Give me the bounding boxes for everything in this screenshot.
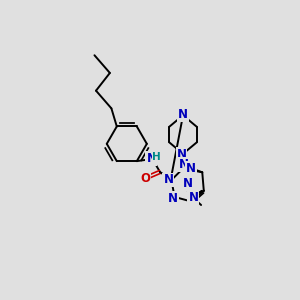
Text: N: N (146, 152, 156, 165)
Text: N: N (188, 191, 198, 204)
Text: N: N (168, 192, 178, 205)
Text: N: N (179, 158, 189, 171)
Text: N: N (164, 173, 173, 187)
Text: N: N (176, 148, 187, 161)
Text: H: H (152, 152, 161, 162)
Text: N: N (186, 162, 196, 175)
Text: N: N (183, 177, 193, 190)
Text: O: O (140, 172, 150, 184)
Text: N: N (178, 108, 188, 121)
